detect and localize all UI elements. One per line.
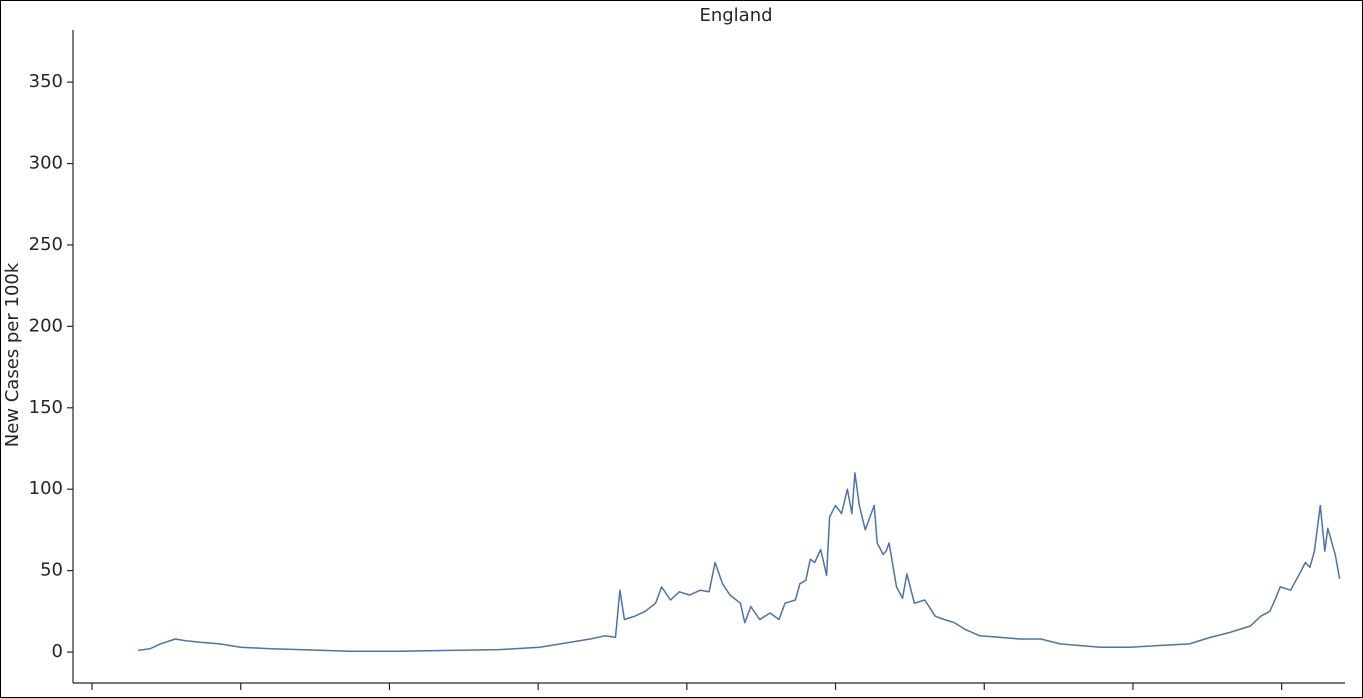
y-tick-label: 200	[29, 315, 63, 336]
y-tick-label: 50	[40, 560, 63, 581]
y-tick-label: 150	[29, 397, 63, 418]
chart-title: England	[699, 5, 772, 26]
y-tick-label: 250	[29, 234, 63, 255]
line	[138, 472, 1341, 652]
y-tick-label: 350	[29, 71, 63, 92]
y-tick-label: 0	[52, 641, 63, 662]
y-tick-label: 100	[29, 478, 63, 499]
y-tick-label: 300	[29, 153, 63, 174]
y-axis-label: New Cases per 100k	[2, 262, 23, 447]
